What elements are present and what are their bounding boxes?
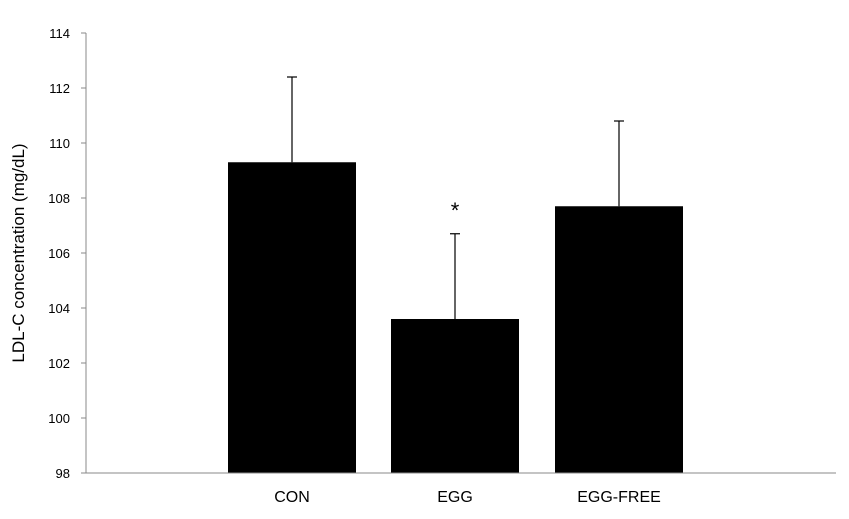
y-tick-label: 114 <box>49 26 70 41</box>
y-tick-label: 98 <box>56 466 70 481</box>
y-tick-label: 108 <box>48 191 70 206</box>
annotations: * <box>451 198 460 223</box>
error-bars <box>287 76 624 319</box>
y-tick-label: 106 <box>48 246 70 261</box>
bars <box>228 162 683 473</box>
bar-con <box>228 162 356 473</box>
x-axis-labels: CON EGG EGG-FREE <box>274 489 661 506</box>
y-tick-label: 104 <box>48 301 70 316</box>
x-tick-label: EGG <box>437 489 473 506</box>
bar-egg-free <box>555 206 683 473</box>
x-tick-label: EGG-FREE <box>577 489 661 506</box>
bar-egg <box>391 319 519 473</box>
significance-marker: * <box>451 198 460 223</box>
y-tick-label: 112 <box>49 81 70 96</box>
y-tick-label: 102 <box>48 356 70 371</box>
y-tick-label: 100 <box>48 411 70 426</box>
y-axis-label: LDL-C concentration (mg/dL) <box>9 143 28 362</box>
y-tick-label: 110 <box>49 136 70 151</box>
y-axis-ticks: 98 100 102 104 106 108 110 112 114 <box>48 26 86 481</box>
x-tick-label: CON <box>274 489 310 506</box>
